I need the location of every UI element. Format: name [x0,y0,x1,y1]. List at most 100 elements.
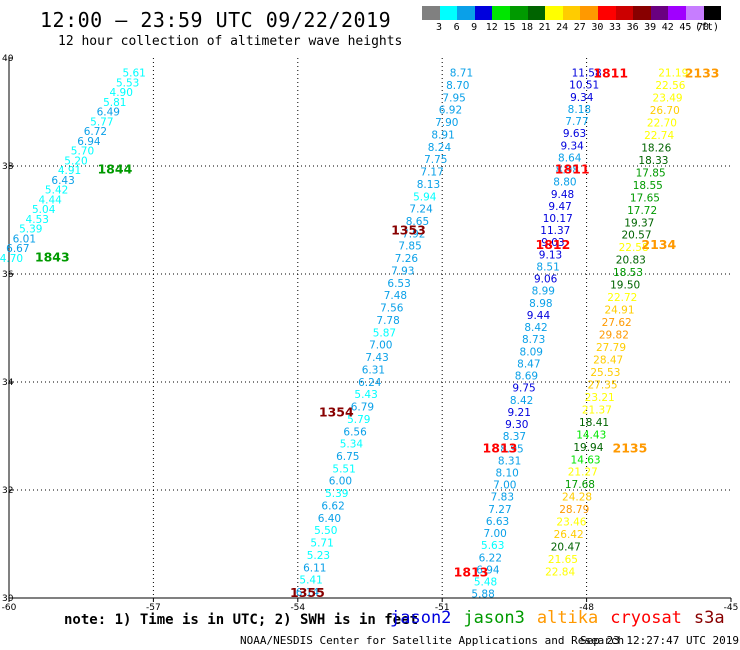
wave-height-value: 4.70 [0,253,23,265]
wave-height-value: 5.87 [373,327,396,339]
legend-swatch [703,6,722,20]
pass-time-label: 2134 [641,237,676,252]
wave-height-value: 14.63 [571,454,601,466]
wave-height-value: 18.55 [633,180,663,192]
wave-height-value: 25.53 [590,367,620,379]
wave-height-value: 6.31 [362,364,385,376]
wave-height-value: 9.63 [563,128,586,140]
wave-height-value: 5.04 [32,204,56,216]
legend-swatch [650,6,669,20]
wave-height-value: 7.27 [488,504,511,516]
wave-height-value: 27.35 [588,379,618,391]
satellite-s3a: s3a [693,608,725,628]
wave-height-value: 8.71 [450,68,473,80]
wave-height-value: 5.63 [481,540,504,552]
legend-label: 33 [608,22,622,33]
legend-label: 21 [538,22,551,33]
wave-height-value: 26.70 [650,105,680,117]
lat-tick-label: 40 [2,54,14,64]
wave-height-value: 4.91 [58,165,81,177]
lon-tick-label: -45 [724,603,739,613]
lat-tick-label: 38 [2,162,14,172]
pass-time-label: 1843 [35,250,70,265]
wave-height-value: 6.14 [296,587,320,599]
legend-swatch [492,6,510,20]
wave-height-value: 8.91 [431,129,454,141]
legend-label: 12 [485,22,498,33]
wave-height-value: 18.41 [579,417,609,429]
wave-height-value: 27.62 [602,317,632,329]
legend-swatch [668,6,686,20]
wave-height-value: 7.83 [491,492,514,504]
wave-height-value: 21.19 [658,68,688,80]
wave-height-value: 21.27 [568,467,598,479]
wave-height-value: 23.46 [556,517,586,529]
legend-label: 15 [503,22,516,33]
legend-label: 30 [591,22,604,33]
wave-height-value: 20.47 [551,542,581,554]
lon-tick-label: -48 [579,603,594,613]
pass-time-label: 1812 [536,237,571,252]
wave-height-value: 8.37 [503,431,526,443]
wave-height-value: 6.24 [358,377,382,389]
legend-swatch [457,6,475,20]
satellite-legend: jason2 jason3 altika cryosat s3a [390,608,737,628]
wave-height-value: 18.33 [638,155,668,167]
wave-height-value: 28.79 [559,504,589,516]
wave-height-value: 5.41 [299,575,322,587]
wave-height-value: 21.37 [582,404,612,416]
wave-height-value: 8.98 [529,298,552,310]
wave-height-value: 27.79 [596,342,626,354]
legend-unit: (ft) [694,22,720,33]
wave-height-value: 5.53 [116,77,139,89]
legend-swatch [615,6,634,20]
wave-height-value: 17.65 [630,192,660,204]
pass-time-label: 1844 [97,162,132,177]
wave-height-value: 6.00 [329,476,352,488]
pass-time-label: 1813 [483,440,518,455]
wave-height-value: 26.42 [554,529,584,541]
legend-swatch [439,6,458,20]
wave-height-value: 8.18 [568,104,591,116]
wave-height-value: 9.48 [551,189,574,201]
satellite-jason2: jason2 [390,608,452,628]
wave-height-value: 6.49 [97,107,120,119]
lon-tick-label: -60 [2,603,17,613]
lat-tick-label: 34 [2,378,14,388]
wave-height-value: 7.56 [380,303,404,315]
wave-height-value: 7.90 [435,117,458,129]
wave-height-value: 7.85 [398,241,421,253]
wave-height-value: 5.94 [413,191,437,203]
lat-tick-label: 30 [2,594,14,604]
pass-time-label: 1811 [555,162,590,177]
wave-height-value: 8.31 [498,455,521,467]
wave-height-value: 5.79 [347,414,370,426]
wave-height-value: 7.75 [424,154,447,166]
satellite-cryosat: cryosat [610,608,682,628]
wave-height-value: 14.43 [576,429,606,441]
wave-height-value: 7.00 [493,480,516,492]
wave-height-value: 19.37 [624,217,654,229]
wave-height-value: 4.53 [26,214,49,226]
wave-height-value: 8.99 [532,286,555,298]
wave-height-value: 7.95 [442,92,465,104]
legend-label: 24 [556,22,569,33]
wave-height-value: 6.94 [476,564,500,576]
wave-height-value: 11.37 [540,225,570,237]
wave-height-value: 9.06 [534,274,558,286]
wave-height-value: 7.92 [402,228,425,240]
wave-height-value: 8.42 [524,322,547,334]
wave-height-value: 9.34 [570,92,594,104]
wave-height-value: 22.72 [607,292,637,304]
pass-time-label: 1354 [319,405,354,420]
wave-height-value: 17.85 [636,167,666,179]
wave-height-value: 19.50 [610,280,640,292]
wave-height-value: 9.47 [548,201,571,213]
legend-swatch [562,6,581,20]
legend-swatch [422,6,440,20]
legend-label: 42 [661,22,674,33]
legend-swatch [598,6,616,20]
wave-height-value: 6.40 [318,513,341,525]
wave-height-value: 9.21 [508,407,531,419]
legend-label: 9 [471,22,478,33]
